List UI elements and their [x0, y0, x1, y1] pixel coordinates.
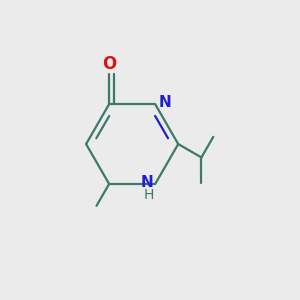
Text: O: O	[102, 55, 116, 73]
Text: H: H	[143, 188, 154, 202]
Text: N: N	[159, 95, 172, 110]
Text: N: N	[141, 175, 154, 190]
